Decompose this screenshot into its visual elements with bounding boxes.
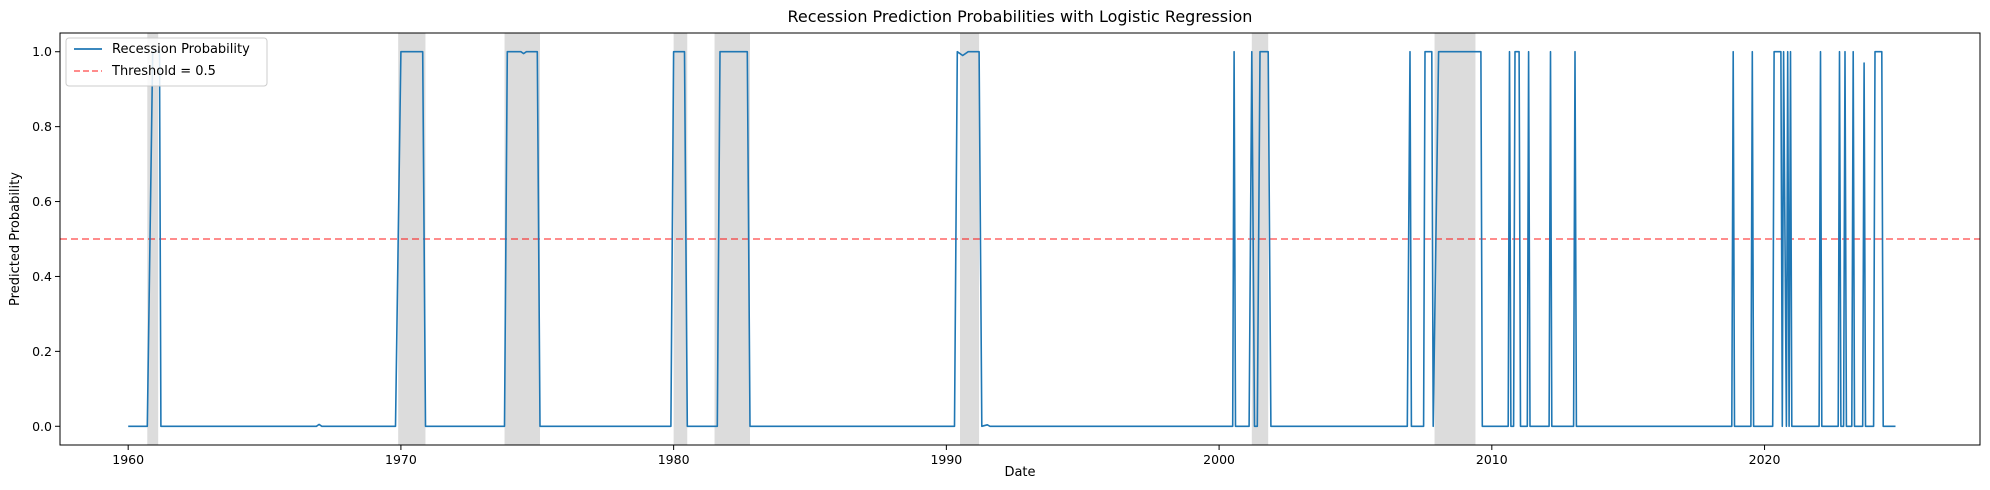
x-tick-label: 2000 <box>1203 452 1235 467</box>
y-tick-label: 0.8 <box>32 119 52 134</box>
x-tick-label: 2020 <box>1749 452 1781 467</box>
x-axis: 1960 1970 1980 1990 2000 2010 2020 <box>112 445 1780 467</box>
y-tick-label: 0.4 <box>32 269 52 284</box>
legend: Recession Probability Threshold = 0.5 <box>65 37 268 87</box>
x-tick-label: 1980 <box>658 452 690 467</box>
chart-title: Recession Prediction Probabilities with … <box>788 7 1253 26</box>
y-axis: 0.0 0.2 0.4 0.6 0.8 1.0 <box>32 44 60 434</box>
x-axis-label: Date <box>1004 465 1035 480</box>
legend-label-threshold: Threshold = 0.5 <box>111 64 216 79</box>
legend-label-series: Recession Probability <box>112 42 250 57</box>
recession-shade <box>960 33 980 445</box>
y-tick-label: 0.0 <box>32 419 52 434</box>
x-tick-label: 1960 <box>112 452 144 467</box>
series-layer <box>128 50 1896 428</box>
y-tick-label: 0.6 <box>32 194 52 209</box>
plot-frame <box>59 32 1981 446</box>
y-tick-label: 0.2 <box>32 344 52 359</box>
y-axis-label: Predicted Probability <box>8 172 23 306</box>
x-tick-label: 2010 <box>1476 452 1508 467</box>
x-tick-label: 1990 <box>930 452 962 467</box>
legend-box <box>65 37 268 87</box>
y-tick-label: 1.0 <box>32 44 52 59</box>
series-line-recession-probability <box>128 50 1896 428</box>
x-tick-label: 1970 <box>385 452 417 467</box>
